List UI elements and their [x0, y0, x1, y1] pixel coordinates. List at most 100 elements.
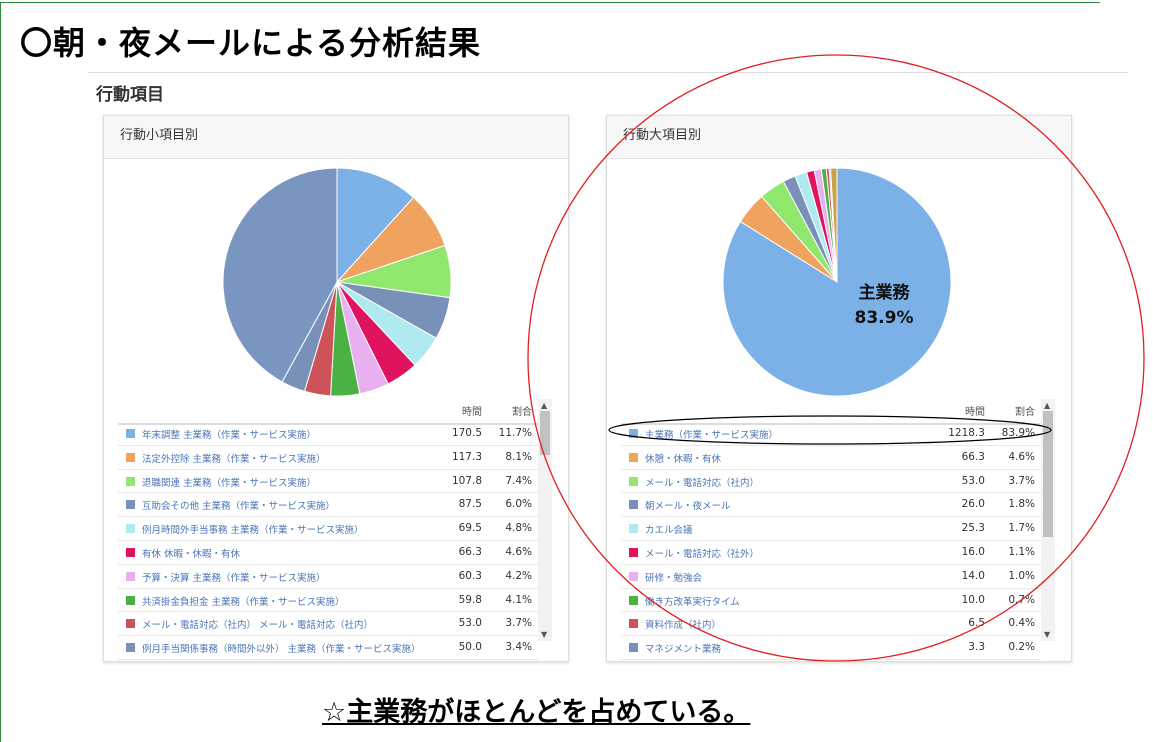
table-row[interactable]: 予算・決算 主業務（作業・サービス実施） 60.3 4.2%: [118, 565, 538, 589]
scrollbar-thumb[interactable]: [540, 411, 550, 455]
legend-label[interactable]: 法定外控除 主業務（作業・サービス実施）: [142, 453, 326, 465]
column-time: 時間: [462, 407, 482, 418]
legend-label[interactable]: メール・電話対応（社外）: [645, 548, 760, 560]
table-row[interactable]: カエル会議 25.3 1.7%: [621, 517, 1041, 541]
table-row[interactable]: メール・電話対応（社外） 16.0 1.1%: [621, 541, 1041, 565]
legend-label[interactable]: メール・電話対応（社内）: [645, 477, 760, 489]
table-row[interactable]: 年末調整 主業務（作業・サービス実施） 170.5 11.7%: [118, 422, 538, 446]
legend-swatch: [629, 452, 638, 462]
ratio-value: 4.6%: [505, 545, 532, 558]
section-divider: [88, 72, 1128, 73]
time-value: 60.3: [458, 569, 482, 582]
ratio-value: 4.6%: [1008, 450, 1035, 463]
table-scrollbar[interactable]: ▲ ▼: [1041, 399, 1055, 641]
table-row[interactable]: メール・電話対応（社内） 53.0 3.7%: [621, 470, 1041, 494]
legend-swatch: [629, 595, 638, 605]
panel-title: 行動小項目別: [104, 116, 568, 159]
legend-swatch: [126, 571, 135, 581]
time-value: 50.0: [458, 641, 482, 654]
ratio-value: 6.0%: [505, 498, 532, 511]
table-row[interactable]: 働き方改革実行タイム 10.0 0.7%: [621, 589, 1041, 613]
legend-swatch: [126, 595, 135, 605]
legend-swatch: [126, 476, 135, 486]
ratio-value: 4.8%: [505, 522, 532, 535]
legend-swatch: [126, 619, 135, 629]
time-value: 26.0: [961, 498, 985, 511]
legend-label[interactable]: 年末調整 主業務（作業・サービス実施）: [142, 430, 317, 441]
legend-swatch: [629, 619, 638, 629]
legend-label[interactable]: 退職関連 主業務（作業・サービス実施）: [142, 477, 317, 489]
time-value: 59.8: [458, 593, 482, 606]
pie-slice-other[interactable]: [222, 167, 338, 383]
table-scrollbar[interactable]: ▲ ▼: [538, 399, 552, 641]
ratio-value: 3.7%: [505, 617, 532, 630]
legend-label[interactable]: 有休 休暇・休暇・有休: [142, 548, 241, 560]
slide-title: 〇朝・夜メールによる分析結果: [20, 24, 482, 62]
top-rule: [0, 2, 1100, 3]
table-header: 時間 割合: [118, 399, 538, 425]
legend-swatch: [629, 547, 638, 557]
large-category-pie-chart: 主業務 83.9%: [722, 167, 952, 397]
left-rule: [0, 2, 1, 742]
ratio-value: 0.4%: [1008, 617, 1035, 630]
legend-swatch: [126, 500, 135, 510]
scrollbar-thumb[interactable]: [1043, 411, 1053, 537]
legend-swatch: [629, 571, 638, 581]
ratio-value: 3.4%: [505, 641, 532, 654]
table-row[interactable]: 有休 休暇・休暇・有休 66.3 4.6%: [118, 541, 538, 565]
table-row[interactable]: 共済掛金負担金 主業務（作業・サービス実施） 59.8 4.1%: [118, 589, 538, 613]
table-row[interactable]: 研修・勉強会 14.0 1.0%: [621, 565, 1041, 589]
table-row[interactable]: 例月手当関係事務（時間外以外） 主業務（作業・サービス実施） 50.0 3.4%: [118, 636, 538, 660]
legend-label[interactable]: 研修・勉強会: [645, 572, 703, 584]
legend-label[interactable]: 互助会その他 主業務（作業・サービス実施）: [142, 501, 336, 513]
table-row[interactable]: マネジメント業務 3.3 0.2%: [621, 636, 1041, 660]
time-value: 10.0: [961, 593, 985, 606]
ratio-value: 1.0%: [1008, 569, 1035, 582]
legend-table: 年末調整 主業務（作業・サービス実施） 170.5 11.7% 法定外控除 主業務（作…: [118, 422, 538, 660]
legend-label[interactable]: 主業務（作業・サービス実施）: [645, 430, 779, 441]
table-row[interactable]: 主業務（作業・サービス実施） 1218.3 83.9%: [621, 422, 1041, 446]
table-row[interactable]: 互助会その他 主業務（作業・サービス実施） 87.5 6.0%: [118, 493, 538, 518]
scroll-up-icon[interactable]: ▲: [541, 401, 548, 410]
table-row[interactable]: 資料作成（社内） 6.5 0.4%: [621, 612, 1041, 637]
ratio-value: 11.7%: [498, 427, 532, 439]
table-row[interactable]: 例月時間外手当事務 主業務（作業・サービス実施） 69.5 4.8%: [118, 517, 538, 541]
legend-label[interactable]: マネジメント業務: [645, 644, 722, 656]
legend-label[interactable]: 予算・決算 主業務（作業・サービス実施）: [142, 572, 326, 584]
time-value: 69.5: [458, 522, 482, 535]
time-value: 3.3: [968, 641, 985, 654]
section-heading: 行動項目: [96, 85, 164, 105]
time-value: 1218.3: [948, 427, 985, 439]
legend-label[interactable]: 働き方改革実行タイム: [645, 596, 740, 608]
pie-slice-1[interactable]: [336, 167, 415, 284]
scroll-down-icon[interactable]: ▼: [1044, 630, 1051, 639]
legend-label[interactable]: 例月手当関係事務（時間外以外） 主業務（作業・サービス実施）: [142, 644, 421, 656]
panel-title: 行動大項目別: [607, 116, 1071, 159]
legend-label[interactable]: メール・電話対応（社内） メール・電話対応（社内）: [142, 620, 374, 632]
scroll-down-icon[interactable]: ▼: [541, 630, 548, 639]
ratio-value: 83.9%: [1001, 427, 1035, 439]
legend-label[interactable]: 朝メール・夜メール: [645, 501, 731, 513]
table-row[interactable]: 朝メール・夜メール 26.0 1.8%: [621, 493, 1041, 518]
scroll-up-icon[interactable]: ▲: [1044, 401, 1051, 410]
table-row[interactable]: メール・電話対応（社内） メール・電話対応（社内） 53.0 3.7%: [118, 612, 538, 637]
time-value: 53.0: [458, 617, 482, 630]
time-value: 14.0: [961, 569, 985, 582]
table-row[interactable]: 退職関連 主業務（作業・サービス実施） 107.8 7.4%: [118, 470, 538, 494]
legend-label[interactable]: カエル会議: [645, 525, 693, 537]
table-row[interactable]: 休憩・休暇・有休 66.3 4.6%: [621, 446, 1041, 470]
legend-swatch: [126, 643, 135, 653]
table-row[interactable]: 法定外控除 主業務（作業・サービス実施） 117.3 8.1%: [118, 446, 538, 470]
legend-swatch: [126, 524, 135, 534]
legend-label[interactable]: 例月時間外手当事務 主業務（作業・サービス実施）: [142, 525, 364, 537]
legend-label[interactable]: 共済掛金負担金 主業務（作業・サービス実施）: [142, 596, 345, 608]
ratio-value: 1.1%: [1008, 545, 1035, 558]
time-value: 16.0: [961, 545, 985, 558]
legend-label[interactable]: 休憩・休暇・有休: [645, 453, 722, 465]
time-value: 107.8: [451, 474, 482, 487]
legend-label[interactable]: 資料作成（社内）: [645, 620, 722, 632]
column-ratio: 割合: [512, 407, 532, 418]
column-time: 時間: [965, 407, 985, 418]
legend-swatch: [629, 476, 638, 486]
legend-swatch: [126, 452, 135, 462]
